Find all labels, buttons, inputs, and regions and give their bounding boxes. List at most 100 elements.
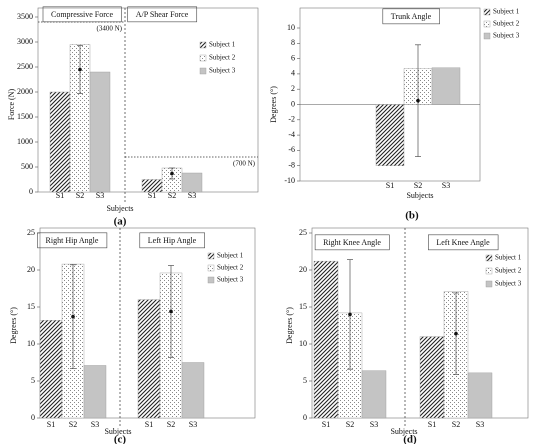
x-tick-label: S2	[346, 420, 354, 429]
x-tick-label: S3	[476, 420, 484, 429]
legend-swatch	[483, 8, 491, 16]
legend-swatch	[207, 264, 215, 272]
group-title-box	[127, 6, 198, 23]
y-tick-label: 3500	[17, 12, 33, 21]
mean-marker	[416, 98, 420, 103]
legend-swatch	[485, 254, 493, 262]
bar	[83, 365, 107, 419]
group-title-box	[382, 8, 440, 25]
legend-swatch	[485, 280, 493, 288]
group-title: Right Knee Angle	[323, 238, 381, 247]
legend-label: Subject 1	[217, 252, 244, 260]
x-tick-label: S1	[386, 181, 394, 190]
x-tick-label: S2	[69, 420, 77, 429]
y-tick-label: 20	[299, 265, 307, 274]
y-tick-label: 2000	[17, 87, 33, 96]
bar	[89, 71, 111, 193]
plot-frame	[299, 7, 481, 182]
y-tick-label: 0	[31, 413, 35, 422]
legend-label: Subject 3	[209, 67, 236, 75]
group-title-box	[428, 234, 499, 251]
x-tick-label: S1	[148, 191, 156, 200]
group-title: Left Knee Angle	[436, 238, 490, 247]
y-tick-label: 25	[27, 228, 35, 237]
x-tick-label: S1	[47, 420, 55, 429]
group-title-box	[37, 232, 108, 249]
bar	[181, 172, 203, 193]
group-title-box	[139, 232, 205, 249]
legend-label: Subject 3	[493, 32, 520, 40]
group-title: Trunk Angle	[391, 12, 432, 21]
legend-label: Subject 1	[493, 8, 520, 16]
y-tick-label: -2	[288, 115, 295, 124]
x-axis-label: Subjects	[390, 427, 417, 436]
legend-swatch	[207, 276, 215, 284]
bar	[137, 299, 161, 419]
y-tick-label: 25	[299, 228, 307, 237]
y-axis-label: Degrees (°)	[269, 86, 278, 123]
y-tick-label: 2500	[17, 62, 33, 71]
reference-label: (700 N)	[233, 160, 256, 168]
y-tick-label: -8	[288, 161, 295, 170]
y-tick-label: 15	[299, 302, 307, 311]
y-tick-label: 1000	[17, 137, 33, 146]
y-tick-label: 15	[27, 302, 35, 311]
x-tick-label: S2	[167, 420, 175, 429]
x-tick-label: S1	[145, 420, 153, 429]
y-tick-label: 10	[27, 339, 35, 348]
group-title: A/P Shear Force	[136, 10, 189, 19]
mean-marker	[78, 67, 82, 72]
group-title-box	[314, 234, 390, 251]
bar	[431, 67, 461, 105]
legend-swatch	[207, 252, 215, 260]
bar	[39, 320, 63, 419]
reference-label: (3400 N)	[97, 25, 123, 33]
y-tick-label: 2	[291, 84, 295, 93]
y-tick-label: 6	[291, 53, 295, 62]
legend-swatch	[199, 54, 207, 62]
y-tick-label: 10	[287, 23, 295, 32]
x-tick-label: S1	[428, 420, 436, 429]
group-title-box	[42, 6, 122, 23]
mean-marker	[169, 309, 173, 314]
y-tick-label: -4	[288, 130, 295, 139]
mean-marker	[170, 171, 174, 176]
x-tick-label: S2	[168, 191, 176, 200]
x-axis-label: Subjects	[106, 204, 133, 213]
x-axis-label: Subjects	[406, 191, 433, 200]
legend-swatch	[483, 20, 491, 28]
group-title: Compressive Force	[51, 10, 113, 19]
group-title: Left Hip Angle	[148, 236, 197, 245]
group-title: Right Hip Angle	[46, 236, 99, 245]
legend-label: Subject 2	[209, 54, 236, 62]
x-axis-label: Subjects	[104, 427, 131, 436]
legend-swatch	[199, 67, 207, 75]
panel-label: (a)	[114, 216, 127, 228]
y-tick-label: 10	[299, 339, 307, 348]
panel-label: (c)	[114, 434, 127, 444]
y-tick-label: 5	[303, 376, 307, 385]
bar	[419, 336, 445, 419]
legend-label: Subject 2	[495, 267, 522, 275]
y-tick-label: 0	[29, 187, 33, 196]
x-tick-label: S1	[322, 420, 330, 429]
bar	[49, 91, 71, 193]
y-tick-label: 20	[27, 265, 35, 274]
legend-swatch	[199, 41, 207, 49]
bar	[181, 362, 205, 419]
mean-marker	[454, 331, 458, 336]
y-tick-label: 8	[291, 38, 295, 47]
legend-swatch	[483, 32, 491, 40]
x-tick-label: S3	[188, 191, 196, 200]
y-tick-label: 4	[291, 69, 295, 78]
x-tick-label: S2	[76, 191, 84, 200]
x-tick-label: S3	[96, 191, 104, 200]
x-tick-label: S3	[189, 420, 197, 429]
y-axis-label: Degrees (°)	[285, 307, 294, 344]
y-tick-label: 0	[291, 99, 295, 108]
bar	[361, 370, 387, 419]
x-tick-label: S3	[370, 420, 378, 429]
panel-label: (b)	[405, 210, 419, 222]
